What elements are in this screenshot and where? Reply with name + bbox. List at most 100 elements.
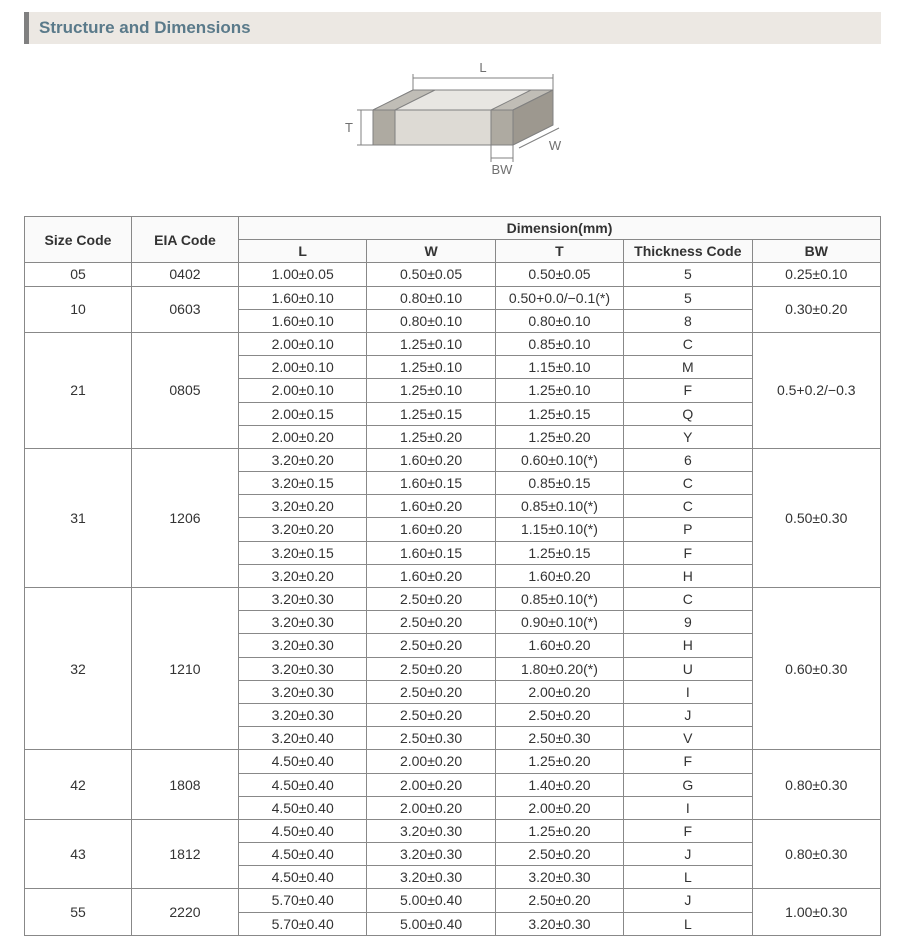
table-row: 4218084.50±0.402.00±0.201.25±0.20F0.80±0… (25, 750, 881, 773)
cell-T: 0.50+0.0/−0.1(*) (495, 286, 623, 309)
cell-T: 1.25±0.15 (495, 541, 623, 564)
cell-W: 2.50±0.20 (367, 588, 495, 611)
col-W: W (367, 240, 495, 263)
svg-text:W: W (548, 138, 561, 153)
cell-W: 1.25±0.15 (367, 402, 495, 425)
dimension-label: Dimension (507, 220, 579, 236)
cell-L: 4.50±0.40 (238, 843, 366, 866)
dimension-unit: (mm) (578, 220, 612, 236)
cell-W: 2.50±0.20 (367, 703, 495, 726)
svg-text:T: T (345, 120, 353, 135)
cell-L: 4.50±0.40 (238, 866, 366, 889)
cell-bw: 0.25±0.10 (752, 263, 880, 286)
cell-bw: 1.00±0.30 (752, 889, 880, 935)
cell-L: 2.00±0.20 (238, 425, 366, 448)
col-size: Size Code (25, 217, 132, 263)
table-row: 2108052.00±0.101.25±0.100.85±0.10C0.5+0.… (25, 332, 881, 355)
svg-text:L: L (479, 60, 486, 75)
cell-thk: P (624, 518, 752, 541)
cell-size: 05 (25, 263, 132, 286)
cell-L: 4.50±0.40 (238, 796, 366, 819)
cell-W: 3.20±0.30 (367, 843, 495, 866)
cell-bw: 0.60±0.30 (752, 588, 880, 750)
cell-size: 32 (25, 588, 132, 750)
cell-thk: C (624, 588, 752, 611)
cell-L: 1.00±0.05 (238, 263, 366, 286)
cell-T: 1.15±0.10 (495, 356, 623, 379)
cell-T: 0.85±0.10 (495, 332, 623, 355)
cell-L: 4.50±0.40 (238, 750, 366, 773)
cell-T: 1.25±0.20 (495, 750, 623, 773)
cell-thk: I (624, 680, 752, 703)
cell-W: 1.60±0.20 (367, 495, 495, 518)
cell-W: 2.50±0.20 (367, 611, 495, 634)
svg-text:BW: BW (491, 162, 513, 177)
cell-T: 0.85±0.10(*) (495, 588, 623, 611)
cell-W: 1.25±0.10 (367, 379, 495, 402)
cell-L: 2.00±0.10 (238, 379, 366, 402)
cell-L: 5.70±0.40 (238, 912, 366, 935)
col-L: L (238, 240, 366, 263)
cell-L: 3.20±0.20 (238, 495, 366, 518)
cell-thk: U (624, 657, 752, 680)
col-thickness: Thickness Code (624, 240, 752, 263)
cell-L: 5.70±0.40 (238, 889, 366, 912)
cell-eia: 1210 (131, 588, 238, 750)
cell-T: 3.20±0.30 (495, 866, 623, 889)
cell-thk: 5 (624, 286, 752, 309)
cell-size: 43 (25, 819, 132, 889)
cell-T: 2.50±0.20 (495, 843, 623, 866)
cell-thk: J (624, 843, 752, 866)
cell-thk: F (624, 819, 752, 842)
cell-thk: L (624, 912, 752, 935)
cell-W: 3.20±0.30 (367, 819, 495, 842)
cell-W: 2.00±0.20 (367, 796, 495, 819)
cell-size: 31 (25, 448, 132, 587)
cell-W: 1.60±0.15 (367, 541, 495, 564)
cell-T: 0.80±0.10 (495, 309, 623, 332)
cell-L: 3.20±0.20 (238, 564, 366, 587)
cell-W: 1.60±0.20 (367, 448, 495, 471)
table-row: 0504021.00±0.050.50±0.050.50±0.0550.25±0… (25, 263, 881, 286)
cell-size: 42 (25, 750, 132, 820)
cell-L: 2.00±0.10 (238, 332, 366, 355)
cell-eia: 0402 (131, 263, 238, 286)
cell-W: 2.00±0.20 (367, 750, 495, 773)
dimensions-table: Size Code EIA Code Dimension(mm) L W T T… (24, 216, 881, 936)
cell-W: 1.60±0.20 (367, 564, 495, 587)
cell-W: 1.60±0.20 (367, 518, 495, 541)
cell-T: 0.90±0.10(*) (495, 611, 623, 634)
cell-T: 0.60±0.10(*) (495, 448, 623, 471)
cell-size: 55 (25, 889, 132, 935)
cell-L: 3.20±0.30 (238, 680, 366, 703)
cell-T: 1.40±0.20 (495, 773, 623, 796)
table-row: 4318124.50±0.403.20±0.301.25±0.20F0.80±0… (25, 819, 881, 842)
cell-thk: 5 (624, 263, 752, 286)
cell-L: 4.50±0.40 (238, 773, 366, 796)
cell-W: 2.50±0.30 (367, 727, 495, 750)
cell-thk: 6 (624, 448, 752, 471)
cell-T: 0.50±0.05 (495, 263, 623, 286)
cell-W: 2.50±0.20 (367, 657, 495, 680)
section-title: Structure and Dimensions (24, 12, 881, 44)
cell-L: 3.20±0.15 (238, 541, 366, 564)
cell-L: 3.20±0.30 (238, 657, 366, 680)
cell-thk: Q (624, 402, 752, 425)
table-row: 1006031.60±0.100.80±0.100.50+0.0/−0.1(*)… (25, 286, 881, 309)
cell-thk: C (624, 332, 752, 355)
cell-thk: H (624, 634, 752, 657)
cell-size: 21 (25, 332, 132, 448)
cell-thk: M (624, 356, 752, 379)
cell-W: 1.25±0.20 (367, 425, 495, 448)
col-dimension: Dimension(mm) (238, 217, 880, 240)
cell-L: 3.20±0.30 (238, 588, 366, 611)
cell-T: 1.25±0.20 (495, 425, 623, 448)
cell-thk: L (624, 866, 752, 889)
cell-W: 5.00±0.40 (367, 912, 495, 935)
cell-W: 5.00±0.40 (367, 889, 495, 912)
cell-T: 2.50±0.20 (495, 889, 623, 912)
col-eia: EIA Code (131, 217, 238, 263)
cell-bw: 0.5+0.2/−0.3 (752, 332, 880, 448)
cell-T: 2.00±0.20 (495, 796, 623, 819)
cell-thk: F (624, 750, 752, 773)
